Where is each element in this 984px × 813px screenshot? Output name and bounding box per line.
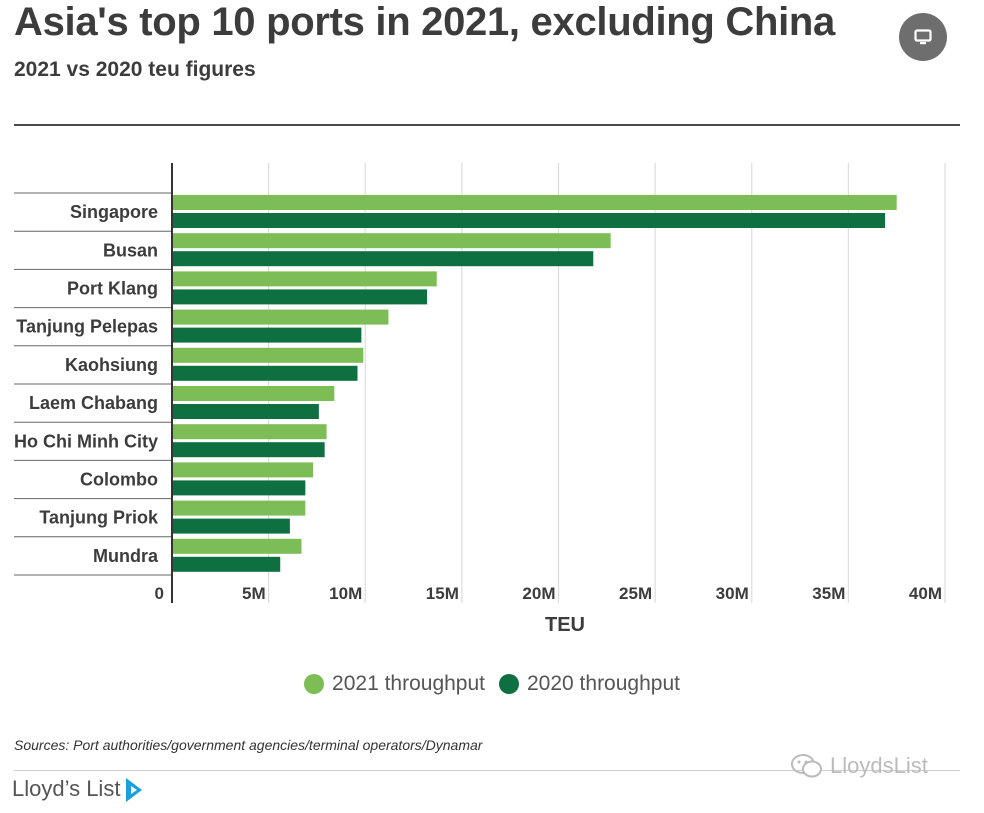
x-tick-label: 0 — [155, 584, 164, 603]
wechat-icon — [791, 754, 822, 778]
bar-2021 — [172, 195, 897, 210]
category-label: Tanjung Priok — [39, 508, 159, 528]
category-label: Port Klang — [67, 279, 158, 299]
bar-2020 — [172, 518, 290, 534]
legend-item-2021[interactable]: 2021 throughput — [304, 672, 485, 696]
brand-chevron-icon — [126, 778, 143, 802]
legend-item-2020[interactable]: 2020 throughput — [499, 672, 680, 696]
source-note: Sources: Port authorities/government age… — [14, 737, 483, 753]
bar-2021 — [172, 233, 611, 249]
chart-subtitle: 2021 vs 2020 teu figures — [14, 58, 256, 81]
x-tick-label: 20M — [522, 584, 555, 603]
x-tick-label: 15M — [426, 584, 459, 603]
chart-legend: 2021 throughput 2020 throughput — [0, 672, 984, 696]
bar-2020 — [172, 556, 281, 572]
bar-chart: Singapore Busan Port Klang Tanjung Pelepas K… — [14, 163, 946, 636]
brand-name: Lloyd’s List — [12, 776, 121, 801]
x-tick-label: 10M — [329, 584, 362, 603]
bar-2021 — [172, 271, 437, 287]
legend-dot-2021 — [304, 674, 325, 694]
category-label: Kaohsiung — [65, 355, 158, 375]
bar-2020 — [172, 213, 886, 228]
bar-2021 — [172, 538, 302, 554]
bar-2020 — [172, 365, 358, 381]
monitor-icon — [914, 29, 932, 45]
bar-2020 — [172, 327, 362, 343]
x-axis-title: TEU — [545, 614, 585, 636]
footer-divider — [14, 770, 960, 771]
legend-label-2020: 2020 throughput — [527, 672, 680, 695]
legend-dot-2020 — [499, 674, 519, 694]
bar-2021 — [172, 386, 335, 401]
x-tick-label: 30M — [716, 584, 749, 603]
bar-2021 — [172, 462, 314, 478]
brand-logo: Lloyd’s List — [12, 776, 144, 804]
view-mode-button[interactable] — [899, 13, 947, 61]
category-label: Ho Chi Minh City — [14, 431, 158, 451]
x-tick-label: 35M — [812, 584, 845, 603]
header-divider — [14, 124, 960, 126]
category-label: Busan — [103, 240, 158, 260]
category-label: Mundra — [93, 546, 159, 566]
bar-2021 — [172, 347, 364, 363]
bar-2020 — [172, 404, 319, 419]
bar-2021 — [172, 500, 306, 516]
legend-label-2021: 2021 throughput — [332, 672, 485, 695]
bar-2020 — [172, 289, 428, 305]
bar-2020 — [172, 442, 325, 458]
category-label: Laem Chabang — [29, 393, 158, 413]
category-label: Colombo — [80, 470, 158, 490]
category-label: Tanjung Pelepas — [16, 317, 158, 337]
bar-2021 — [172, 424, 327, 440]
x-tick-label: 40M — [909, 584, 942, 603]
category-label: Singapore — [70, 202, 158, 222]
bar-2020 — [172, 251, 594, 267]
bar-2021 — [172, 309, 389, 325]
chart-title: Asia's top 10 ports in 2021, excluding C… — [14, 0, 835, 44]
x-tick-label: 25M — [619, 584, 652, 603]
watermark: LloydsList — [790, 752, 928, 780]
x-tick-label: 5M — [242, 584, 266, 603]
watermark-text: LloydsList — [830, 753, 928, 778]
bar-2020 — [172, 480, 306, 496]
